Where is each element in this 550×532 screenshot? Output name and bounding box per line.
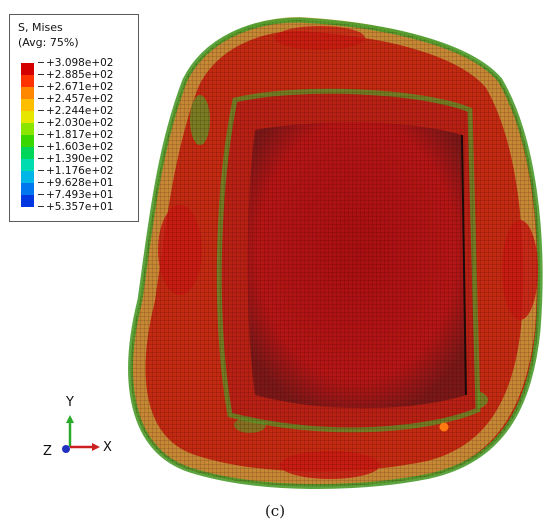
legend-swatch xyxy=(21,123,34,135)
legend-color-bar xyxy=(21,63,34,219)
triad-label-y: Y xyxy=(66,395,74,410)
contour-legend: S, Mises (Avg: 75%) +3.098e+02 +2.885e+02… xyxy=(9,14,139,222)
legend-tick-label: +7.493e+01 xyxy=(38,189,138,201)
legend-swatch xyxy=(21,75,34,87)
figure-caption: (c) xyxy=(264,502,286,520)
legend-tick-label: +1.390e+02 xyxy=(38,153,138,165)
legend-swatch xyxy=(21,147,34,159)
hotspot-marker xyxy=(439,422,449,432)
legend-swatch xyxy=(21,135,34,147)
legend-swatch xyxy=(21,183,34,195)
legend-tick-label: +5.357e+01 xyxy=(38,201,138,213)
legend-averaging: (Avg: 75%) xyxy=(18,36,79,49)
legend-tick-label: +9.628e+01 xyxy=(38,177,138,189)
legend-swatch xyxy=(21,159,34,171)
legend-swatch xyxy=(21,111,34,123)
legend-tick-label: +2.457e+02 xyxy=(38,93,138,105)
fe-model-contour-plot xyxy=(128,16,543,489)
legend-swatch xyxy=(21,195,34,207)
legend-tick-label: +2.030e+02 xyxy=(38,117,138,129)
legend-tick-label: +2.244e+02 xyxy=(38,105,138,117)
triad-label-z: Z xyxy=(43,444,52,459)
triad-axes-icon xyxy=(62,415,100,453)
legend-tick-label: +2.671e+02 xyxy=(38,81,138,93)
triad-label-x: X xyxy=(103,440,112,455)
legend-tick-label: +1.176e+02 xyxy=(38,165,138,177)
coordinate-triad: Y X Z xyxy=(38,393,118,463)
legend-tick-label: +1.603e+02 xyxy=(38,141,138,153)
legend-tick-label: +1.817e+02 xyxy=(38,129,138,141)
legend-swatch xyxy=(21,171,34,183)
legend-swatch xyxy=(21,87,34,99)
legend-tick-label: +2.885e+02 xyxy=(38,69,138,81)
legend-title: S, Mises xyxy=(18,21,63,34)
legend-swatch xyxy=(21,63,34,75)
legend-swatch xyxy=(21,99,34,111)
legend-tick-label: +3.098e+02 xyxy=(38,57,138,69)
